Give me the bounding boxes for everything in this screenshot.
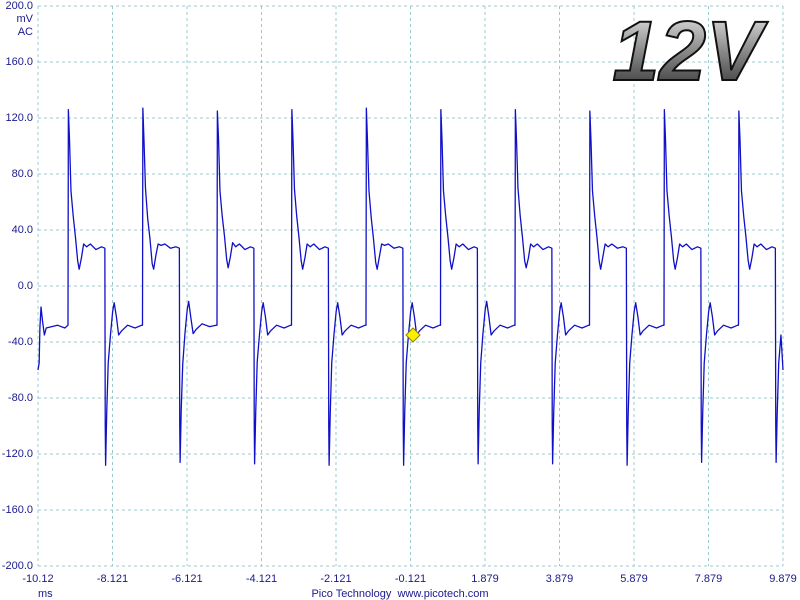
y-tick-label: -40.0 <box>8 336 33 348</box>
y-tick-label: -80.0 <box>8 392 33 404</box>
y-tick-label: 120.0 <box>5 112 33 124</box>
x-tick-label: 1.879 <box>471 573 499 585</box>
y-tick-label: -120.0 <box>2 448 33 460</box>
plot <box>37 107 784 466</box>
trigger-marker <box>405 327 421 343</box>
y-tick-label: 160.0 <box>5 56 33 68</box>
x-tick-label: -4.121 <box>246 573 277 585</box>
coupling: AC <box>18 26 33 38</box>
waveform <box>37 107 784 466</box>
x-tick-label: -6.121 <box>171 573 202 585</box>
x-unit: ms <box>38 588 53 600</box>
y-tick-label: -160.0 <box>2 504 33 516</box>
x-tick-label: 5.879 <box>620 573 648 585</box>
y-tick-label: 200.0 <box>5 0 33 12</box>
x-tick-label: -10.12 <box>22 573 53 585</box>
y-tick-label: 80.0 <box>12 168 33 180</box>
footer: Pico Technology www.picotech.com <box>311 588 488 600</box>
x-tick-label: -2.121 <box>320 573 351 585</box>
x-tick-label: 3.879 <box>546 573 574 585</box>
x-tick-label: -0.121 <box>395 573 426 585</box>
chart-title: 12V <box>613 4 768 98</box>
y-unit: mV <box>17 13 34 25</box>
x-tick-label: -8.121 <box>97 573 128 585</box>
y-tick-label: -200.0 <box>2 560 33 572</box>
x-tick-label: 9.879 <box>769 573 797 585</box>
y-tick-label: 40.0 <box>12 224 33 236</box>
x-tick-label: 7.879 <box>695 573 723 585</box>
grid <box>37 5 784 567</box>
y-tick-label: 0.0 <box>18 280 33 292</box>
